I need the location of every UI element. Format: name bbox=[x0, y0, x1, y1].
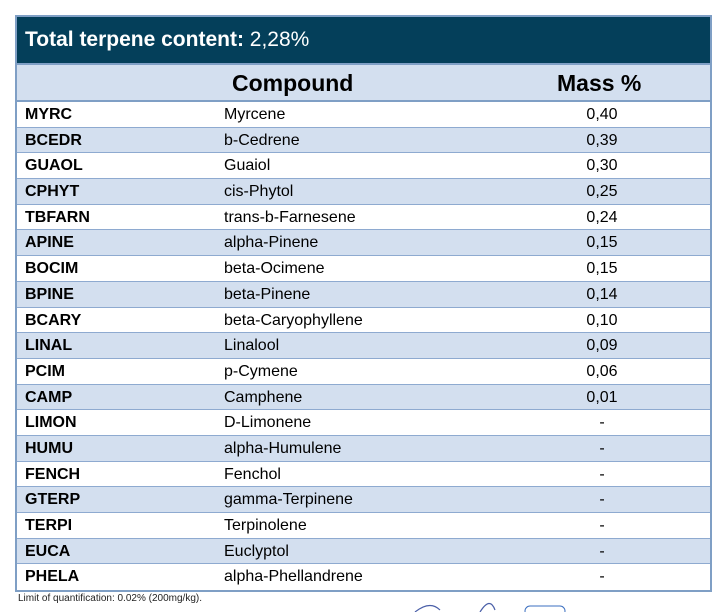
compound-name: beta-Pinene bbox=[224, 285, 311, 303]
compound-code: MYRC bbox=[25, 106, 73, 123]
table-row: APINE alpha-Pinene 0,15 bbox=[17, 230, 710, 257]
mass-value: 0,25 bbox=[586, 183, 618, 201]
compound-name: p-Cymene bbox=[224, 362, 298, 380]
total-value: 2,28% bbox=[249, 28, 310, 51]
compound-code: BPINE bbox=[25, 285, 74, 303]
compound-code: HUMU bbox=[25, 439, 73, 457]
compound-code: LIMON bbox=[25, 414, 77, 432]
table-row: TBFARN trans-b-Farnesene 0,24 bbox=[17, 205, 710, 231]
table-row: LIMON D-Limonene - bbox=[17, 410, 710, 436]
mass-value: 0,09 bbox=[586, 337, 618, 355]
table-row: LINAL Linalool 0,09 bbox=[17, 333, 710, 359]
compound-name: alpha-Phellandrene bbox=[224, 568, 363, 586]
compound-code: TBFARN bbox=[25, 208, 90, 226]
mass-value: 0,39 bbox=[586, 131, 618, 149]
table-row: CAMP Camphene 0,01 bbox=[17, 384, 710, 411]
compound-name: alpha-Pinene bbox=[224, 234, 319, 252]
table-header: Compound Mass % bbox=[17, 65, 710, 102]
compound-code: APINE bbox=[25, 234, 74, 252]
compound-code: LINAL bbox=[25, 337, 73, 355]
header-compound: Compound bbox=[232, 70, 354, 96]
table-row: BPINE beta-Pinene 0,14 bbox=[17, 281, 710, 308]
mass-value: - bbox=[599, 465, 605, 483]
table-row: TERPI Terpinolene - bbox=[17, 513, 710, 539]
compound-code: TERPI bbox=[25, 517, 73, 534]
compound-name: cis-Phytol bbox=[224, 183, 294, 201]
header-mass: Mass % bbox=[557, 70, 642, 96]
table-row: BCEDR b-Cedrene 0,39 bbox=[17, 127, 710, 154]
table-body: MYRC Myrcene 0,40 BCEDR b-Cedrene 0,39 GUAOL Gu… bbox=[17, 102, 710, 590]
footnote: Limit of quantification: 0.02% (200mg/kg… bbox=[18, 593, 202, 604]
terpene-table: Total terpene content: 2,28% Compound Ma… bbox=[15, 15, 712, 593]
table-row: PHELA alpha-Phellandrene - bbox=[17, 564, 710, 590]
compound-name: Linalool bbox=[224, 337, 280, 355]
compound-name: b-Cedrene bbox=[224, 131, 300, 149]
compound-code: GUAOL bbox=[25, 157, 83, 175]
mass-value: 0,15 bbox=[586, 260, 618, 278]
compound-code: BCEDR bbox=[25, 131, 82, 149]
mass-value: 0,24 bbox=[586, 208, 618, 226]
mass-value: - bbox=[599, 517, 605, 534]
compound-name: Camphene bbox=[224, 388, 303, 406]
table-row: CPHYT cis-Phytol 0,25 bbox=[17, 179, 710, 205]
mass-value: 0,30 bbox=[586, 157, 618, 175]
title-label: Total terpene content: bbox=[25, 28, 244, 51]
mass-value: - bbox=[599, 414, 605, 432]
mass-value: 0,15 bbox=[586, 234, 618, 252]
compound-name: trans-b-Farnesene bbox=[224, 208, 356, 226]
compound-code: CPHYT bbox=[25, 183, 80, 201]
mass-value: 0,01 bbox=[586, 388, 618, 406]
compound-code: EUCA bbox=[25, 542, 71, 560]
compound-name: Guaiol bbox=[224, 157, 271, 175]
mass-value: - bbox=[599, 542, 605, 560]
compound-code: FENCH bbox=[25, 465, 81, 483]
compound-name: Euclyptol bbox=[224, 542, 289, 560]
mass-value: - bbox=[599, 568, 605, 586]
compound-name: beta-Ocimene bbox=[224, 260, 325, 278]
mass-value: 0,14 bbox=[586, 285, 618, 303]
signature-stamp bbox=[414, 602, 566, 612]
table-row: FENCH Fenchol - bbox=[17, 462, 710, 488]
table-row: EUCA Euclyptol - bbox=[17, 538, 710, 565]
compound-name: D-Limonene bbox=[224, 414, 312, 432]
mass-value: 0,06 bbox=[586, 362, 618, 380]
compound-code: PHELA bbox=[25, 568, 80, 586]
compound-code: CAMP bbox=[25, 388, 73, 406]
mass-value: 0,10 bbox=[586, 311, 618, 329]
table-row: GUAOL Guaiol 0,30 bbox=[17, 153, 710, 180]
compound-name: Fenchol bbox=[224, 465, 281, 483]
compound-name: gamma-Terpinene bbox=[224, 491, 353, 509]
compound-code: BCARY bbox=[25, 311, 82, 329]
table-row: BOCIM beta-Ocimene 0,15 bbox=[17, 256, 710, 282]
mass-value: - bbox=[599, 439, 605, 457]
table-title: Total terpene content: 2,28% bbox=[17, 17, 710, 65]
mass-value: - bbox=[599, 491, 605, 509]
compound-name: Myrcene bbox=[224, 106, 286, 123]
compound-code: BOCIM bbox=[25, 260, 79, 278]
compound-name: Terpinolene bbox=[224, 517, 307, 534]
table-row: HUMU alpha-Humulene - bbox=[17, 435, 710, 462]
mass-value: 0,40 bbox=[586, 106, 618, 123]
table-row: MYRC Myrcene 0,40 bbox=[17, 102, 710, 128]
compound-code: GTERP bbox=[25, 491, 81, 509]
table-row: BCARY beta-Caryophyllene 0,10 bbox=[17, 308, 710, 334]
compound-name: beta-Caryophyllene bbox=[224, 311, 363, 329]
compound-code: PCIM bbox=[25, 362, 65, 380]
table-row: GTERP gamma-Terpinene - bbox=[17, 487, 710, 513]
compound-name: alpha-Humulene bbox=[224, 439, 342, 457]
table-row: PCIM p-Cymene 0,06 bbox=[17, 359, 710, 385]
